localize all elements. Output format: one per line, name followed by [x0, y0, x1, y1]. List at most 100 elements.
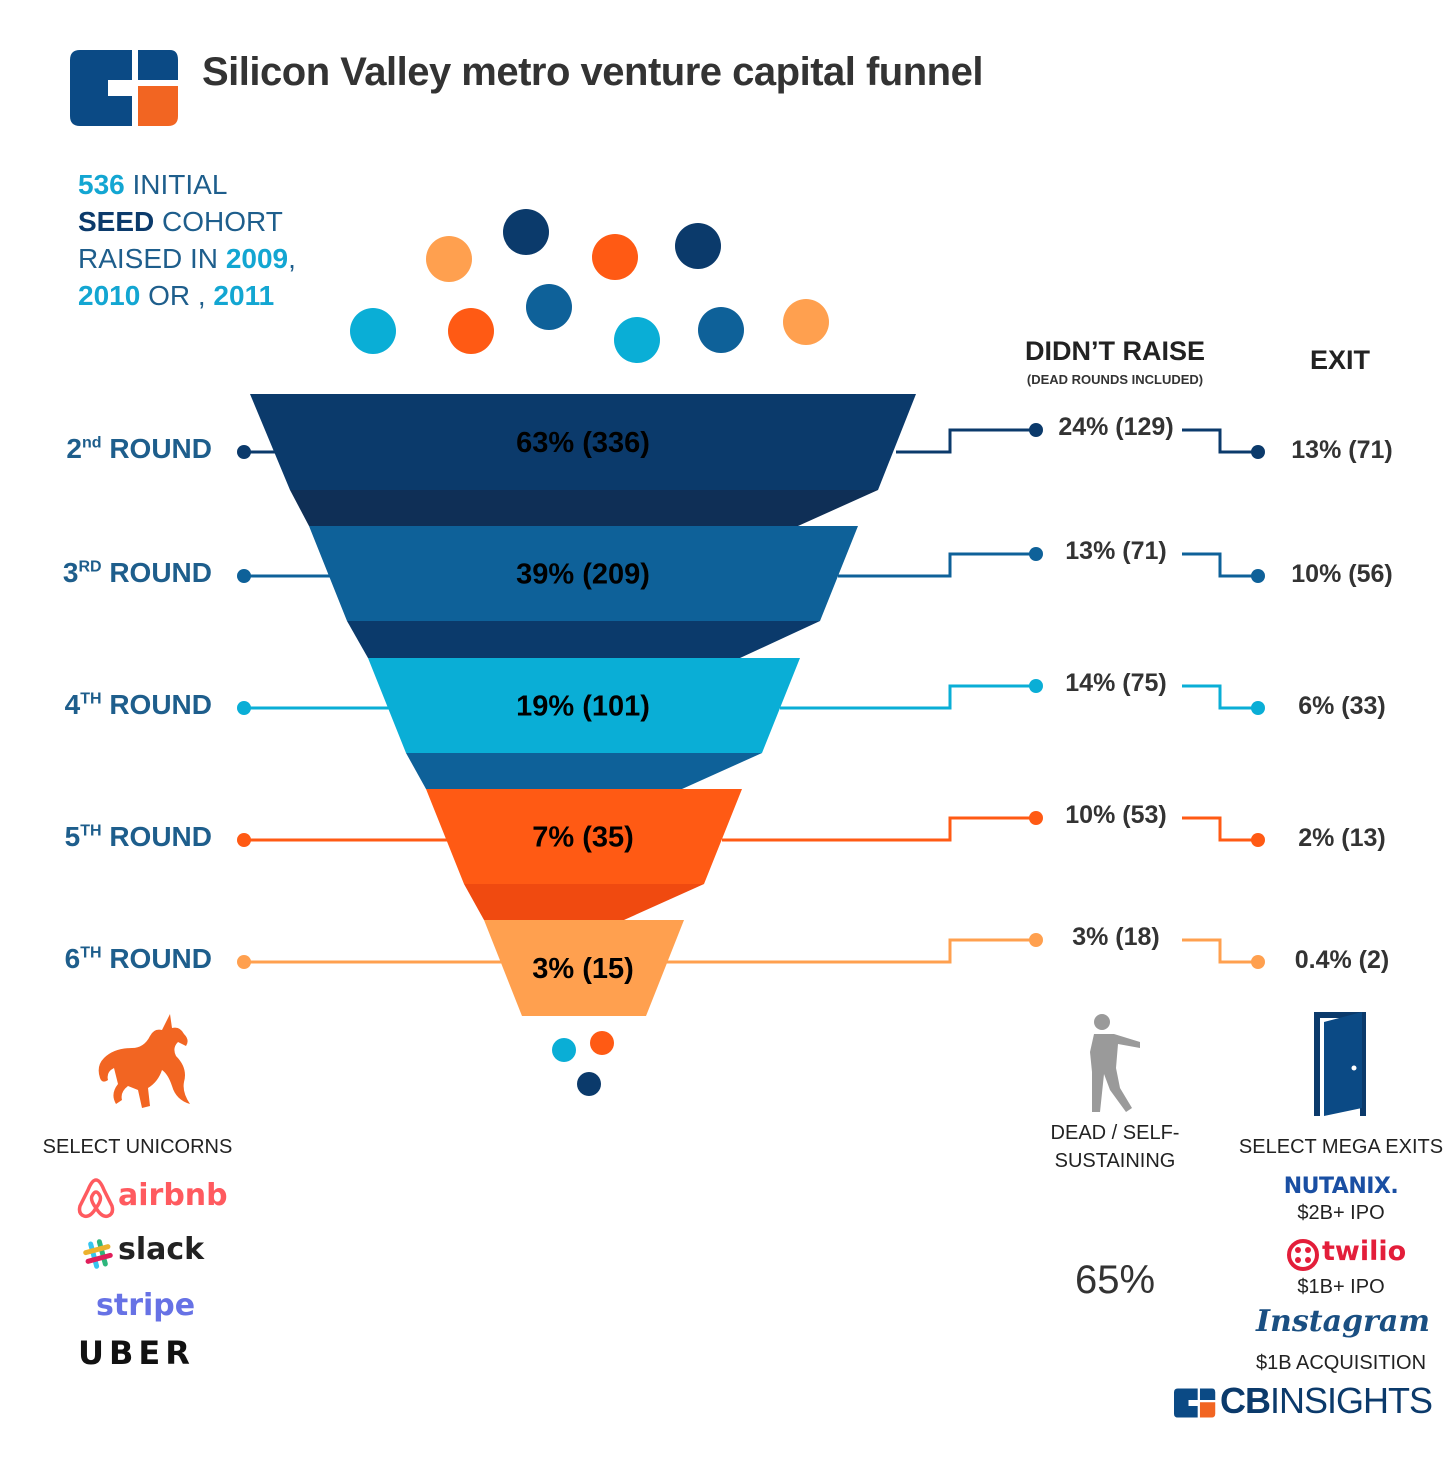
round-dot-2 [237, 445, 251, 459]
exit-connector-5 [1182, 816, 1258, 842]
intro-year-2009: 2009 [225, 243, 289, 274]
stripe-logo: stripe [96, 1288, 196, 1323]
cohort-ball-12 [590, 1031, 614, 1055]
intro-cohort: COHORT [154, 206, 283, 237]
nutanix-logo: NUTANIX. [1283, 1174, 1399, 1199]
didnt-raise-dot-5 [1029, 811, 1043, 825]
funnel-stage-label-4: 19% (101) [516, 691, 650, 723]
didnt-raise-connector-3 [838, 552, 1036, 578]
dead-caption-line1: DEAD / SELF- [1050, 1122, 1180, 1144]
funnel-connector-1 [290, 490, 878, 526]
didnt-raise-connector-6 [664, 938, 1036, 964]
page-title: Silicon Valley metro venture capital fun… [202, 50, 983, 94]
door-icon [1314, 1012, 1366, 1116]
airbnb-logo: airbnb [118, 1178, 228, 1213]
unicorns-caption: SELECT UNICORNS [42, 1136, 233, 1158]
round-suffix: TH [80, 944, 102, 962]
round-dot-6 [237, 955, 251, 969]
zombie-icon [1090, 1014, 1140, 1112]
exit-value-5: 2% (13) [1298, 824, 1386, 852]
didnt-raise-dot-4 [1029, 679, 1043, 693]
round-dot-4 [237, 701, 251, 715]
cohort-ball-10 [783, 299, 829, 345]
round-word: ROUND [101, 689, 212, 720]
exit-value-4: 6% (33) [1298, 692, 1386, 720]
round-label-2: 2nd ROUND [66, 433, 212, 465]
intro-year-2010: 2010 [78, 280, 141, 311]
cohort-ball-8 [614, 317, 660, 363]
exit-connector-4 [1182, 684, 1258, 710]
exit-dot-3 [1251, 569, 1265, 583]
cohort-ball-2 [503, 209, 549, 255]
funnel-stage-2 [250, 394, 916, 490]
exit-dot-6 [1251, 955, 1265, 969]
didnt-raise-connector-2 [896, 428, 1036, 454]
nutanix-detail: $2B+ IPO [1297, 1202, 1385, 1224]
cohort-ball-11 [552, 1038, 576, 1062]
funnel-connector-4 [464, 884, 704, 920]
exit-connector-3 [1182, 552, 1258, 578]
round-word: ROUND [101, 821, 212, 852]
instagram-detail: $1B ACQUISITION [1255, 1352, 1427, 1374]
didnt-raise-dot-2 [1029, 423, 1043, 437]
intro-raised-in: RAISED IN [78, 243, 226, 274]
cohort-count: 536 [78, 169, 125, 200]
round-suffix: RD [78, 558, 102, 576]
slack-icon [83, 1239, 113, 1269]
intro-or: OR , [140, 280, 214, 311]
cohort-ball-13 [577, 1072, 601, 1096]
instagram-logo: Instagram [1256, 1304, 1430, 1339]
funnel-stage-label-6: 3% (15) [532, 953, 634, 985]
funnel-stage-label-5: 7% (35) [532, 822, 634, 854]
round-label-6: 6TH ROUND [65, 943, 212, 975]
funnel-stage-3 [309, 526, 858, 621]
didnt-raise-dot-3 [1029, 547, 1043, 561]
round-number: 5 [64, 821, 81, 852]
round-label-3: 3RD ROUND [63, 557, 212, 589]
didnt-raise-value-2: 24% (129) [1058, 413, 1174, 441]
didnt-raise-value-3: 13% (71) [1065, 537, 1167, 565]
funnel-connector-3 [406, 753, 762, 789]
didnt-raise-header: DIDN’T RAISE [1024, 336, 1205, 366]
exit-header: EXIT [1309, 345, 1370, 375]
cb-insights-icon [1174, 1388, 1216, 1418]
dead-caption-line2: SUSTAINING [1054, 1150, 1176, 1172]
didnt-raise-value-4: 14% (75) [1065, 669, 1167, 697]
twilio-icon [1287, 1239, 1319, 1271]
cohort-description: 536 INITIAL SEED COHORT RAISED IN 2009, … [78, 166, 296, 314]
exit-value-2: 13% (71) [1291, 436, 1393, 464]
round-number: 2 [66, 433, 82, 464]
didnt-raise-value-6: 3% (18) [1072, 923, 1160, 951]
round-word: ROUND [101, 433, 212, 464]
dead-total: 65% [1074, 1258, 1156, 1302]
round-label-4: 4TH ROUND [65, 689, 212, 721]
uber-logo: UBER [78, 1334, 195, 1372]
round-number: 6 [64, 943, 81, 974]
funnel-connector-2 [347, 621, 820, 658]
cohort-ball-6 [448, 308, 494, 354]
cb-insights-bold: CB [1220, 1380, 1271, 1421]
funnel-stage-6 [484, 920, 684, 1016]
round-suffix: nd [82, 434, 102, 452]
cohort-ball-9 [698, 307, 744, 353]
mega-exits-caption: SELECT MEGA EXITS [1238, 1136, 1444, 1158]
funnel-stage-label-2: 63% (336) [516, 427, 650, 459]
round-number: 4 [64, 689, 81, 720]
slack-logo: slack [118, 1232, 205, 1267]
exit-dot-5 [1251, 833, 1265, 847]
twilio-logo: twilio [1322, 1236, 1407, 1267]
cb-logo-icon [70, 50, 178, 126]
intro-comma: , [288, 243, 296, 274]
round-dot-5 [237, 833, 251, 847]
round-dot-3 [237, 569, 251, 583]
funnel-stage-4 [368, 658, 800, 753]
intro-year-2011: 2011 [213, 280, 275, 311]
didnt-raise-value-5: 10% (53) [1065, 801, 1167, 829]
airbnb-icon [77, 1178, 115, 1219]
funnel-stage-5 [426, 789, 742, 884]
round-suffix: TH [80, 822, 102, 840]
didnt-raise-dot-6 [1029, 933, 1043, 947]
round-label-5: 5TH ROUND [65, 821, 212, 853]
exit-connector-6 [1182, 938, 1258, 964]
